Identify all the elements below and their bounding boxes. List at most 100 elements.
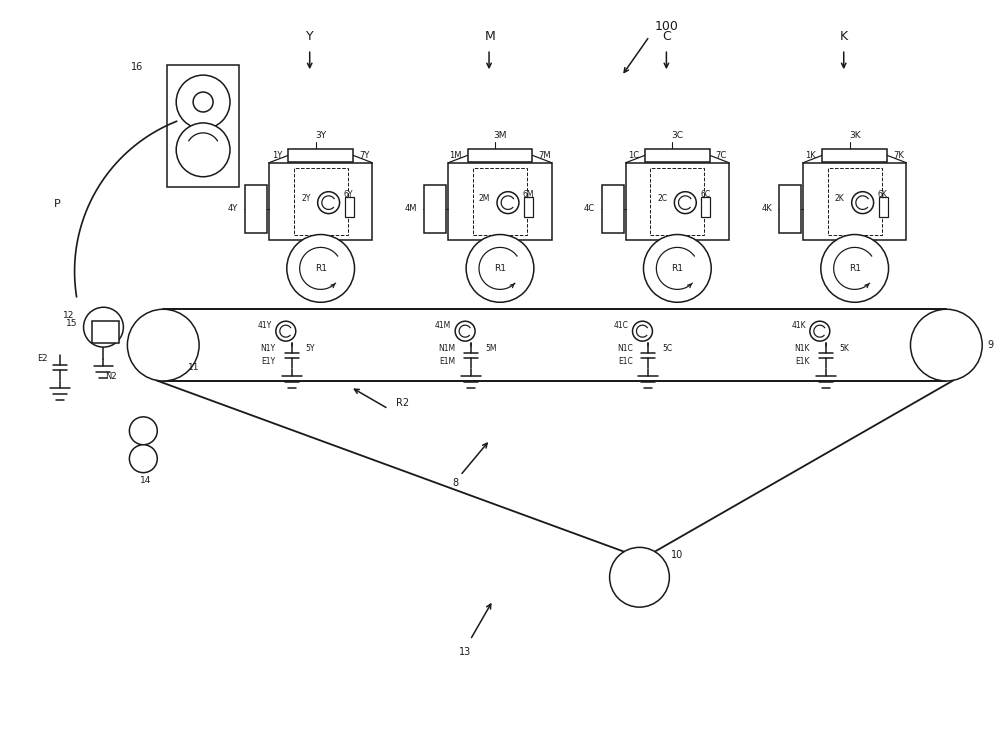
Bar	[294, 168, 348, 234]
Text: 7C: 7C	[716, 151, 727, 160]
Text: 5K: 5K	[840, 343, 850, 352]
Text: 2K: 2K	[835, 194, 845, 203]
Text: 14: 14	[140, 476, 151, 485]
Text: C: C	[662, 30, 671, 43]
Bar	[92, 322, 119, 343]
Text: R2: R2	[396, 398, 409, 408]
Text: 41K: 41K	[791, 321, 806, 330]
Text: N1K: N1K	[794, 343, 810, 352]
Circle shape	[287, 234, 355, 302]
Circle shape	[810, 322, 830, 341]
Text: N1C: N1C	[617, 343, 633, 352]
Text: E2: E2	[37, 354, 48, 362]
Text: E1C: E1C	[618, 357, 633, 365]
Text: 4M: 4M	[405, 204, 417, 213]
Text: 6M: 6M	[522, 191, 534, 200]
Text: 10: 10	[671, 550, 683, 560]
Text: P: P	[54, 199, 60, 209]
Circle shape	[633, 322, 652, 341]
Text: 6Y: 6Y	[344, 191, 353, 200]
Text: 41M: 41M	[435, 321, 451, 330]
Text: 16: 16	[131, 62, 143, 72]
Circle shape	[176, 75, 230, 129]
Text: K: K	[840, 30, 848, 43]
Circle shape	[129, 445, 157, 473]
Text: 3M: 3M	[493, 131, 507, 140]
Circle shape	[318, 192, 340, 214]
Text: R1: R1	[671, 264, 683, 273]
Circle shape	[176, 123, 230, 177]
Circle shape	[193, 92, 213, 112]
Circle shape	[674, 192, 696, 214]
Bar	[779, 184, 801, 233]
Text: 2C: 2C	[657, 194, 667, 203]
Text: 2Y: 2Y	[301, 194, 311, 203]
Circle shape	[852, 192, 874, 214]
Text: 5M: 5M	[485, 343, 497, 352]
Text: 7Y: 7Y	[359, 151, 369, 160]
Bar	[468, 149, 532, 162]
Bar	[245, 184, 267, 233]
Bar	[803, 163, 906, 239]
Circle shape	[643, 234, 711, 302]
Text: E1M: E1M	[439, 357, 455, 365]
Text: 3K: 3K	[849, 131, 860, 140]
Text: 100: 100	[654, 20, 678, 33]
Text: 1K: 1K	[806, 151, 816, 160]
Bar	[701, 197, 710, 217]
Text: R1: R1	[494, 264, 506, 273]
Bar	[167, 66, 239, 187]
Text: Y: Y	[306, 30, 313, 43]
Bar	[424, 184, 446, 233]
Text: N2: N2	[105, 373, 117, 382]
Text: R1: R1	[315, 264, 327, 273]
Bar	[288, 149, 353, 162]
Text: 8: 8	[452, 477, 458, 488]
Text: 11: 11	[188, 362, 200, 371]
Bar	[345, 197, 354, 217]
Bar	[822, 149, 887, 162]
Bar	[448, 163, 552, 239]
Text: 2M: 2M	[479, 194, 490, 203]
Text: 13: 13	[459, 647, 471, 657]
Bar	[879, 197, 888, 217]
Circle shape	[276, 322, 296, 341]
Bar	[626, 163, 729, 239]
Circle shape	[821, 234, 889, 302]
Text: 3C: 3C	[671, 131, 683, 140]
Text: 6C: 6C	[700, 191, 710, 200]
Text: M: M	[485, 30, 496, 43]
Text: 4Y: 4Y	[228, 204, 238, 213]
Text: 7K: 7K	[893, 151, 904, 160]
Circle shape	[910, 309, 982, 381]
Circle shape	[610, 547, 669, 607]
Bar	[602, 184, 624, 233]
Circle shape	[497, 192, 519, 214]
Text: 15: 15	[66, 319, 78, 328]
Bar	[650, 168, 704, 234]
Text: 41C: 41C	[614, 321, 629, 330]
Text: N1Y: N1Y	[261, 343, 276, 352]
Text: N1M: N1M	[438, 343, 455, 352]
Circle shape	[129, 417, 157, 445]
Bar	[473, 168, 527, 234]
Bar	[524, 197, 533, 217]
Text: E1K: E1K	[795, 357, 810, 365]
Text: 1Y: 1Y	[272, 151, 282, 160]
Text: R1: R1	[849, 264, 861, 273]
Bar	[828, 168, 882, 234]
Text: 12: 12	[63, 311, 75, 320]
Text: 7M: 7M	[538, 151, 551, 160]
Text: 4C: 4C	[584, 204, 595, 213]
Circle shape	[84, 307, 123, 347]
Bar	[269, 163, 372, 239]
Circle shape	[455, 322, 475, 341]
Bar	[645, 149, 710, 162]
Text: E1Y: E1Y	[262, 357, 276, 365]
Circle shape	[127, 309, 199, 381]
Circle shape	[466, 234, 534, 302]
Text: 41Y: 41Y	[258, 321, 272, 330]
Text: 5Y: 5Y	[306, 343, 315, 352]
Text: 6K: 6K	[878, 191, 888, 200]
Text: 4K: 4K	[761, 204, 772, 213]
